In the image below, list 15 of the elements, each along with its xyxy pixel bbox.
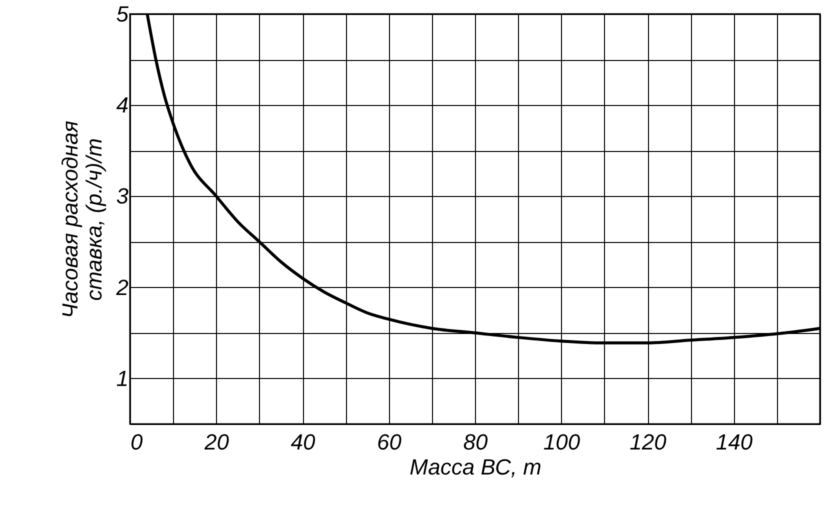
x-tick-label: 0	[130, 430, 144, 454]
x-tick-label: 120	[630, 430, 668, 454]
x-tick-label: 60	[377, 430, 402, 454]
y-tick-label: 3	[116, 184, 130, 209]
y-axis-title: Часовая расходная ставка, (р./ч)/т	[57, 120, 106, 318]
x-tick-label: 140	[716, 430, 754, 454]
y-tick-label: 2	[115, 274, 128, 300]
x-tick-label: 100	[543, 430, 581, 454]
y-tick-label: 5	[116, 2, 130, 26]
x-tick-label: 20	[204, 430, 230, 454]
y-tick-label: 4	[116, 92, 128, 118]
x-axis-title: Масса ВС, т	[410, 454, 542, 480]
y-tick-label: 1	[116, 366, 128, 391]
x-tick-label: 40	[290, 430, 316, 454]
x-tick-label: 80	[463, 430, 488, 454]
